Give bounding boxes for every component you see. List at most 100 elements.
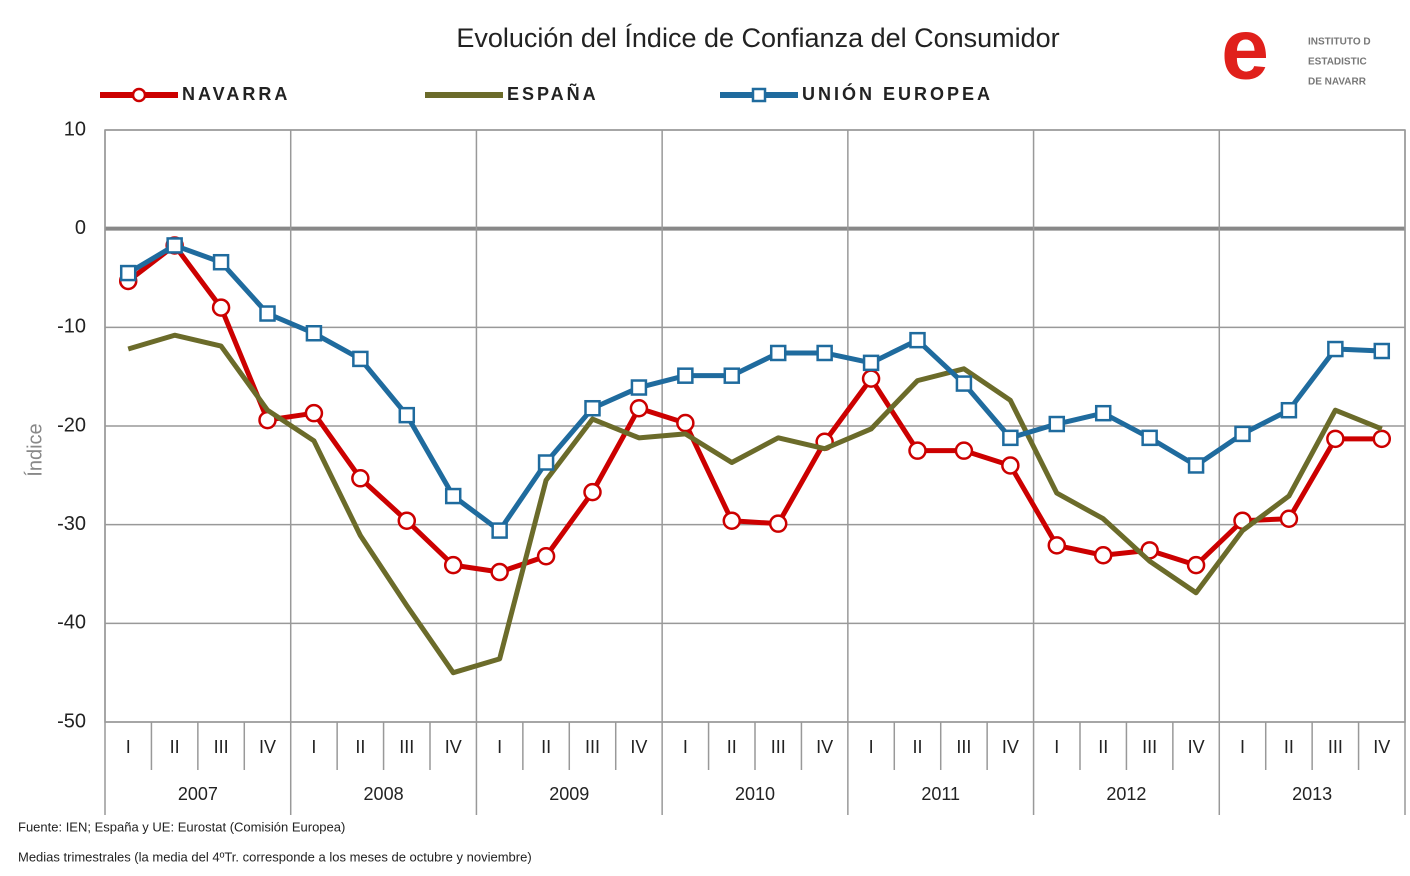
- data-point: [398, 406, 416, 424]
- x-tick-label: IV: [1373, 737, 1390, 757]
- data-point: [1093, 546, 1113, 565]
- x-tick-label: IV: [816, 737, 833, 757]
- data-point: [536, 546, 556, 566]
- x-tick-label: I: [1240, 737, 1245, 757]
- y-tick-label: -50: [57, 710, 86, 732]
- x-tick-label: IV: [630, 737, 647, 757]
- year-label: 2012: [1106, 784, 1146, 804]
- x-tick-label: III: [1328, 737, 1343, 757]
- data-point: [1187, 457, 1205, 474]
- y-tick-label: -40: [57, 612, 86, 634]
- x-tick-label: II: [727, 737, 737, 757]
- x-tick-label: III: [214, 737, 229, 757]
- series-line: [126, 242, 1382, 575]
- x-tick-label: II: [355, 737, 365, 757]
- data-point: [769, 344, 787, 362]
- x-tick-label: I: [497, 737, 502, 757]
- x-tick-label: II: [170, 737, 180, 757]
- data-point: [212, 253, 230, 271]
- x-tick-label: I: [311, 737, 316, 757]
- data-point: [630, 379, 648, 396]
- data-point: [1279, 509, 1299, 528]
- data-point: [816, 344, 833, 362]
- data-point: [1047, 536, 1067, 555]
- data-point: [1327, 340, 1344, 358]
- data-point: [1326, 429, 1345, 449]
- data-point: [1234, 425, 1251, 443]
- y-tick-label: -10: [57, 316, 86, 338]
- x-tick-label: II: [1284, 737, 1294, 757]
- x-tick-label: III: [1142, 737, 1157, 757]
- y-tick-label: 0: [75, 217, 86, 239]
- series-line: [127, 332, 1383, 676]
- data-point: [211, 298, 231, 317]
- x-tick-label: I: [683, 737, 688, 757]
- data-point: [1141, 429, 1158, 447]
- x-tick-label: IV: [445, 737, 462, 757]
- x-tick-label: I: [126, 737, 131, 757]
- year-label: 2007: [178, 784, 218, 804]
- data-point: [1280, 401, 1298, 419]
- data-point: [537, 454, 555, 471]
- data-point: [723, 367, 741, 384]
- data-point: [1094, 404, 1112, 422]
- y-tick-label: 10: [64, 118, 86, 140]
- data-point: [1186, 555, 1206, 575]
- legend-marker: [131, 87, 147, 103]
- data-point: [1002, 429, 1019, 447]
- logo-bg: [1205, 32, 1285, 92]
- data-point: [955, 375, 973, 392]
- x-tick-label: IV: [1002, 737, 1019, 757]
- year-label: 2013: [1292, 784, 1332, 804]
- data-point: [908, 441, 927, 460]
- data-point: [352, 350, 369, 368]
- y-axis-label: Índice: [23, 423, 46, 476]
- data-point: [119, 264, 137, 282]
- data-point: [584, 399, 601, 417]
- x-tick-label: II: [912, 737, 922, 757]
- data-point: [351, 469, 370, 488]
- legend-label: UNIÓN EUROPEA: [802, 83, 993, 104]
- x-tick-label: IV: [259, 737, 276, 757]
- chart-title: Evolución del Índice de Confianza del Co…: [456, 23, 1059, 53]
- logo-text: ESTADISTIC: [1308, 57, 1367, 68]
- logo-letter: e: [1221, 2, 1269, 98]
- year-label: 2009: [549, 784, 589, 804]
- legend-marker: [751, 87, 767, 103]
- year-label: 2008: [364, 784, 404, 804]
- x-tick-label: III: [771, 737, 786, 757]
- series-line: [126, 242, 1382, 534]
- data-point: [862, 354, 880, 372]
- data-point: [491, 522, 508, 539]
- data-point: [444, 487, 462, 505]
- data-point: [722, 511, 742, 530]
- year-label: 2010: [735, 784, 775, 804]
- data-point: [677, 367, 694, 384]
- data-point: [397, 511, 417, 530]
- logo-text: INSTITUTO D: [1308, 37, 1371, 48]
- legend-label: ESPAÑA: [507, 83, 599, 104]
- x-tick-label: III: [956, 737, 971, 757]
- note: Fuente: IEN; España y UE: Eurostat (Comi…: [18, 819, 345, 834]
- logo-text: DE NAVARR: [1308, 77, 1367, 88]
- data-point: [676, 413, 695, 433]
- data-point: [443, 555, 463, 575]
- x-tick-label: IV: [1188, 737, 1205, 757]
- x-tick-label: III: [585, 737, 600, 757]
- data-point: [768, 514, 788, 533]
- data-point: [259, 305, 276, 322]
- x-tick-label: I: [1054, 737, 1059, 757]
- data-point: [861, 369, 881, 388]
- data-point: [166, 237, 183, 254]
- y-tick-label: -20: [57, 414, 86, 436]
- data-point: [1372, 429, 1392, 449]
- data-point: [304, 403, 324, 423]
- data-point: [490, 562, 509, 582]
- data-point: [909, 331, 926, 349]
- data-point: [583, 482, 602, 502]
- x-tick-label: III: [399, 737, 414, 757]
- year-label: 2011: [921, 784, 960, 804]
- data-point: [1048, 415, 1066, 433]
